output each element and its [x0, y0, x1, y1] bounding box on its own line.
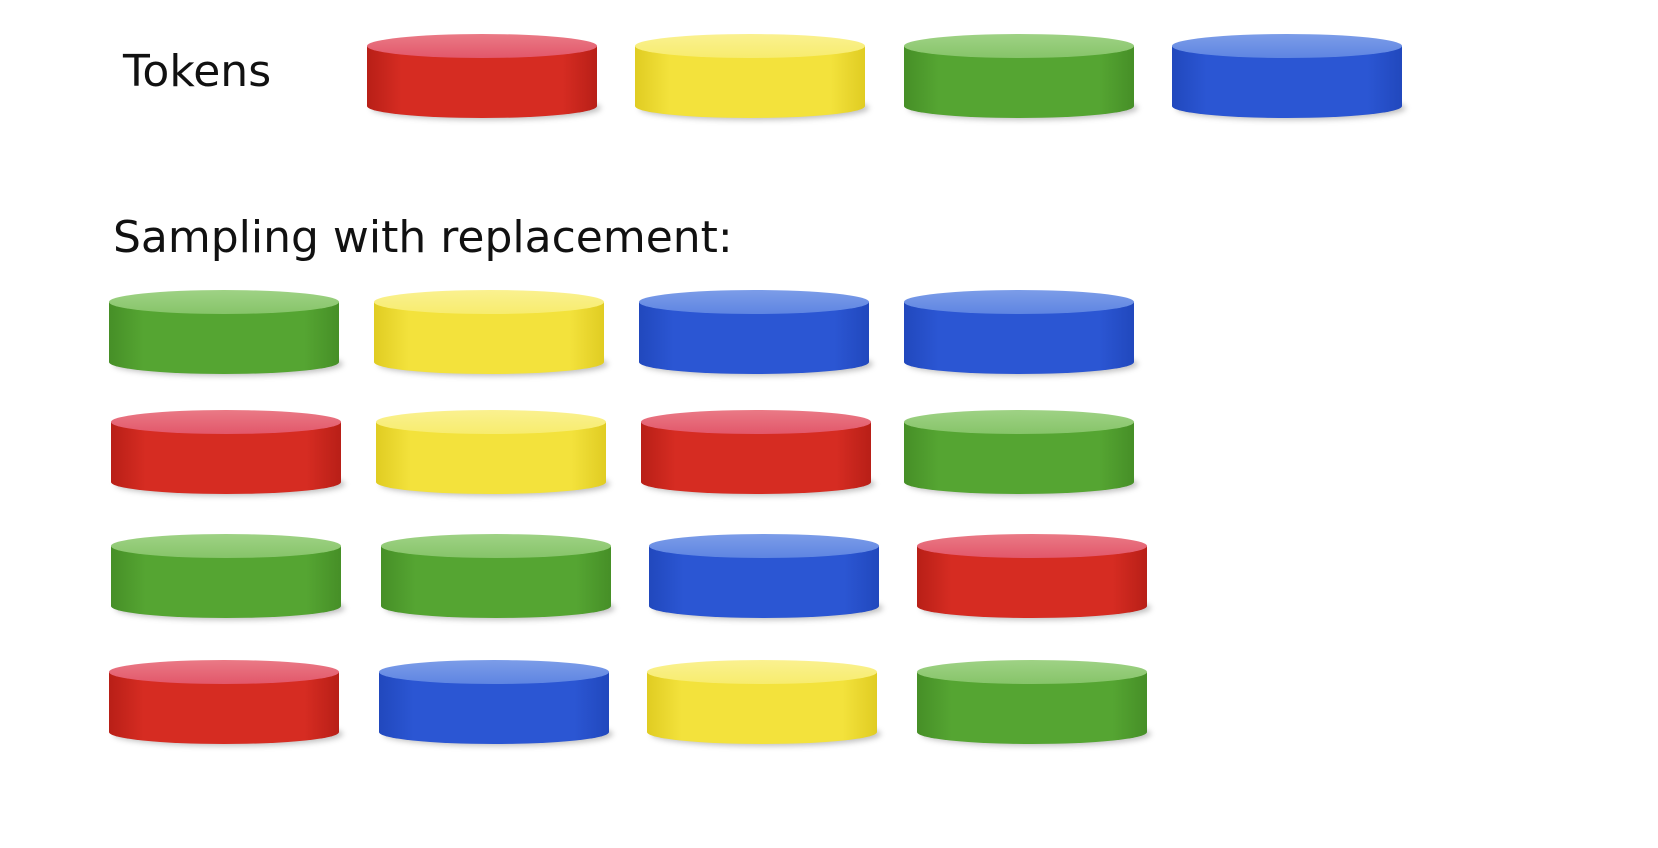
sampling-label: Sampling with replacement:: [113, 212, 733, 263]
sample-token-r4-c2: [379, 660, 613, 746]
sample-token-r1-c4: [904, 290, 1138, 376]
tokens-label: Tokens: [123, 46, 272, 97]
sample-token-r3-c4: [917, 534, 1151, 620]
sample-token-r1-c3: [639, 290, 873, 376]
token-yellow-2: [635, 34, 869, 120]
sample-token-r2-c1: [111, 410, 345, 496]
sample-token-r4-c1: [109, 660, 343, 746]
sample-token-r3-c2: [381, 534, 615, 620]
sample-token-r1-c2: [374, 290, 608, 376]
token-red-1: [367, 34, 601, 120]
sample-token-r1-c1: [109, 290, 343, 376]
token-green-3: [904, 34, 1138, 120]
sample-token-r3-c3: [649, 534, 883, 620]
sample-token-r3-c1: [111, 534, 345, 620]
sample-token-r2-c3: [641, 410, 875, 496]
sample-token-r2-c2: [376, 410, 610, 496]
token-blue-4: [1172, 34, 1406, 120]
sample-token-r2-c4: [904, 410, 1138, 496]
sample-token-r4-c3: [647, 660, 881, 746]
sample-token-r4-c4: [917, 660, 1151, 746]
